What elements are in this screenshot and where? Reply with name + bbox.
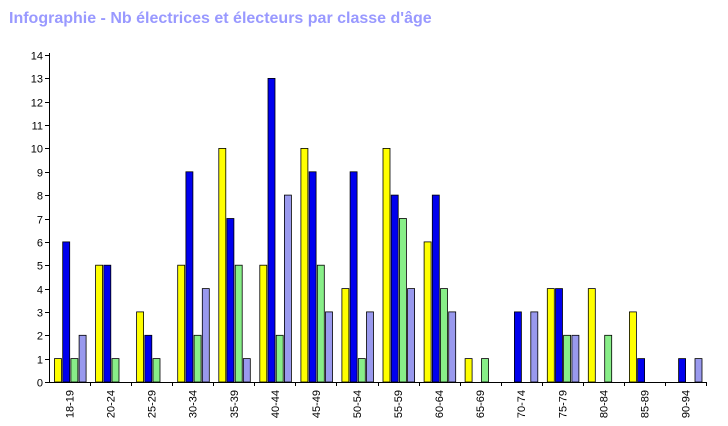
chart-title: Infographie - Nb électrices et électeurs… [9,10,432,27]
x-tick-label: 70-74 [516,390,528,418]
x-tick-label: 80-84 [598,390,610,418]
bar [694,358,703,383]
y-tick-label: 5 [37,261,43,273]
x-tick-label: 18-19 [65,390,77,418]
x-tick-label: 50-54 [352,390,364,418]
bar [571,334,580,383]
bar [308,171,317,383]
bar [431,194,440,383]
bar [357,358,366,383]
bar [407,288,416,383]
y-tick-label: 7 [37,215,43,227]
bar [103,264,112,383]
bar [95,264,103,383]
bar [440,288,448,383]
bar [382,147,391,383]
bar [398,218,407,383]
bar [448,311,457,383]
bar [555,288,563,383]
bar [325,311,333,383]
bar [546,288,555,383]
bar [300,147,309,383]
bar [629,311,637,383]
x-tick-label: 85-89 [639,390,651,418]
y-tick-label: 8 [37,191,43,203]
bar [111,358,120,383]
x-tick-label: 20-24 [106,390,118,418]
y-tick-label: 11 [32,121,43,133]
x-tick-label: 40-44 [270,390,282,418]
x-tick-label: 75-79 [557,390,569,418]
bar [587,288,596,383]
bar [144,334,153,383]
bar [481,358,489,383]
bar [423,241,432,383]
x-tick-label: 60-64 [434,390,446,418]
y-tick-label: 14 [31,51,43,63]
x-tick-label: 30-34 [188,390,200,418]
y-tick-label: 2 [37,331,43,343]
bar [201,288,210,383]
y-tick-label: 1 [37,355,43,367]
x-tick-label: 45-49 [311,390,323,418]
y-tick-label: 9 [37,168,43,180]
bar [366,311,374,383]
bar [283,194,292,383]
bar [637,358,645,383]
x-tick-label: 65-69 [475,390,487,418]
y-tick-label: 4 [37,285,43,297]
x-tick-label: 25-29 [147,390,159,418]
bar [226,218,235,383]
bar [464,358,473,383]
bar [78,334,87,383]
bar [193,334,202,383]
bar [70,358,79,383]
bar [390,194,399,383]
y-tick-label: 10 [31,144,43,156]
bar [259,264,268,383]
bar [530,311,539,383]
x-tick-label: 90-94 [680,390,692,418]
bar [54,358,62,383]
bar [177,264,186,383]
bar [234,264,243,383]
bar [152,358,161,383]
bar [678,358,686,383]
bar [563,334,571,383]
bar [62,241,71,383]
bar [242,358,251,383]
bar [275,334,284,383]
bar [514,311,522,383]
bar [604,334,613,383]
y-tick-label: 13 [31,74,43,86]
bar [267,78,276,383]
x-tick-label: 55-59 [393,390,405,418]
x-tick-label: 35-39 [229,390,241,418]
y-tick-label: 3 [37,308,43,320]
bar [185,171,194,383]
y-tick-label: 6 [37,238,43,250]
y-tick-label: 12 [31,98,43,110]
bar [349,171,358,383]
bar [316,264,325,383]
bar [136,311,145,383]
bar [341,288,350,383]
y-tick-label: 0 [37,378,43,390]
bar [218,147,227,383]
